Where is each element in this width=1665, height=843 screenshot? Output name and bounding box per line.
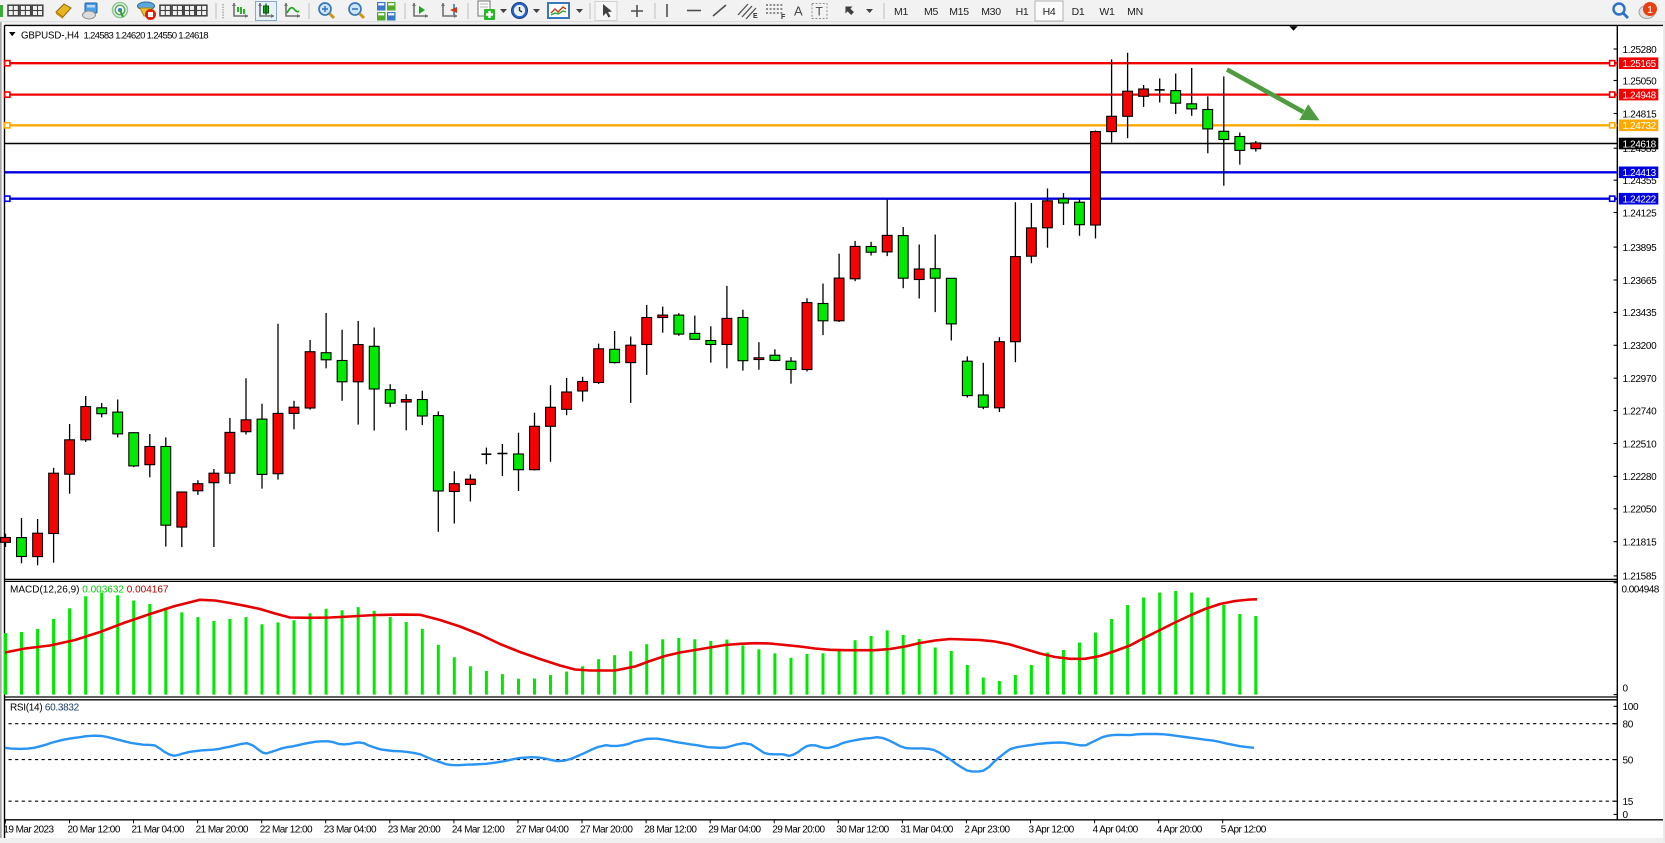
- svg-text:1.24732: 1.24732: [1623, 121, 1657, 132]
- svg-text:1.21815: 1.21815: [1623, 538, 1658, 549]
- svg-text:1.22740: 1.22740: [1623, 406, 1658, 417]
- svg-text:1.22280: 1.22280: [1623, 472, 1658, 483]
- svg-text:21 Mar 04:00: 21 Mar 04:00: [132, 825, 185, 836]
- svg-text:27 Mar 04:00: 27 Mar 04:00: [516, 825, 569, 836]
- svg-text:1.24222: 1.24222: [1623, 195, 1657, 206]
- svg-text:1.24585: 1.24585: [1623, 144, 1658, 155]
- svg-text:1.23435: 1.23435: [1623, 308, 1658, 319]
- svg-text:E: E: [753, 13, 758, 20]
- svg-text:0.004948: 0.004948: [1622, 584, 1660, 595]
- svg-text:28 Mar 12:00: 28 Mar 12:00: [644, 825, 697, 836]
- svg-text:21 Mar 20:00: 21 Mar 20:00: [196, 825, 249, 836]
- svg-text:T: T: [816, 5, 824, 19]
- svg-text:A: A: [794, 4, 803, 19]
- svg-text:1.23200: 1.23200: [1623, 341, 1658, 352]
- svg-text:GBPUSD-,H4: GBPUSD-,H4: [21, 31, 80, 42]
- svg-text:0: 0: [1623, 684, 1629, 695]
- svg-text:1.23665: 1.23665: [1623, 276, 1658, 287]
- svg-text:20 Mar 12:00: 20 Mar 12:00: [68, 825, 121, 836]
- svg-text:H4: H4: [1043, 6, 1056, 18]
- svg-text:15: 15: [1623, 797, 1634, 808]
- svg-text:1.24583 1.24620 1.24550 1.2461: 1.24583 1.24620 1.24550 1.24618: [84, 31, 209, 42]
- svg-text:4 Apr 20:00: 4 Apr 20:00: [1157, 825, 1203, 836]
- svg-text:M1: M1: [894, 6, 908, 18]
- svg-text:1.24355: 1.24355: [1623, 176, 1658, 187]
- svg-text:80: 80: [1623, 720, 1634, 731]
- svg-text:M15: M15: [949, 6, 969, 18]
- svg-text:1.24815: 1.24815: [1623, 109, 1658, 120]
- svg-text:1.22510: 1.22510: [1623, 439, 1658, 450]
- svg-text:MACD(12,26,9) 0.003632 0.00416: MACD(12,26,9) 0.003632 0.004167: [10, 585, 169, 596]
- svg-text:100: 100: [1623, 702, 1640, 713]
- svg-text:1.25050: 1.25050: [1623, 76, 1658, 87]
- svg-text:1.23895: 1.23895: [1623, 243, 1658, 254]
- svg-text:1.24618: 1.24618: [1623, 139, 1657, 150]
- svg-text:23 Mar 04:00: 23 Mar 04:00: [324, 825, 377, 836]
- svg-text:1: 1: [1647, 4, 1653, 16]
- svg-text:D1: D1: [1072, 6, 1085, 18]
- svg-text:19 Mar 2023: 19 Mar 2023: [3, 825, 54, 836]
- svg-text:F: F: [781, 14, 786, 21]
- svg-text:0: 0: [1623, 810, 1629, 821]
- svg-text:RSI(14) 60.3832: RSI(14) 60.3832: [10, 703, 80, 714]
- svg-text:1.25165: 1.25165: [1623, 59, 1657, 70]
- svg-text:1.24125: 1.24125: [1623, 208, 1658, 219]
- svg-text:3 Apr 12:00: 3 Apr 12:00: [1029, 825, 1075, 836]
- svg-text:31 Mar 04:00: 31 Mar 04:00: [900, 825, 953, 836]
- svg-text:1.21585: 1.21585: [1623, 572, 1658, 583]
- svg-text:MN: MN: [1127, 6, 1143, 18]
- svg-text:H1: H1: [1016, 6, 1029, 18]
- svg-text:27 Mar 20:00: 27 Mar 20:00: [580, 825, 633, 836]
- svg-text:24 Mar 12:00: 24 Mar 12:00: [452, 825, 505, 836]
- svg-text:4 Apr 04:00: 4 Apr 04:00: [1093, 825, 1139, 836]
- svg-text:29 Mar 20:00: 29 Mar 20:00: [772, 825, 825, 836]
- svg-text:5 Apr 12:00: 5 Apr 12:00: [1221, 825, 1267, 836]
- svg-text:1.22050: 1.22050: [1623, 505, 1658, 516]
- svg-text:23 Mar 20:00: 23 Mar 20:00: [388, 825, 441, 836]
- svg-text:50: 50: [1623, 755, 1634, 766]
- svg-text:30 Mar 12:00: 30 Mar 12:00: [836, 825, 889, 836]
- svg-text:1.22970: 1.22970: [1623, 374, 1658, 385]
- svg-text:2 Apr 23:00: 2 Apr 23:00: [964, 825, 1010, 836]
- svg-text:W1: W1: [1099, 6, 1115, 18]
- svg-text:1.24948: 1.24948: [1623, 90, 1657, 101]
- svg-text:M30: M30: [981, 6, 1001, 18]
- svg-text:22 Mar 12:00: 22 Mar 12:00: [260, 825, 313, 836]
- svg-text:M5: M5: [924, 6, 938, 18]
- svg-text:1.25280: 1.25280: [1623, 45, 1658, 56]
- svg-text:1.24413: 1.24413: [1623, 168, 1657, 179]
- svg-text:29 Mar 04:00: 29 Mar 04:00: [708, 825, 761, 836]
